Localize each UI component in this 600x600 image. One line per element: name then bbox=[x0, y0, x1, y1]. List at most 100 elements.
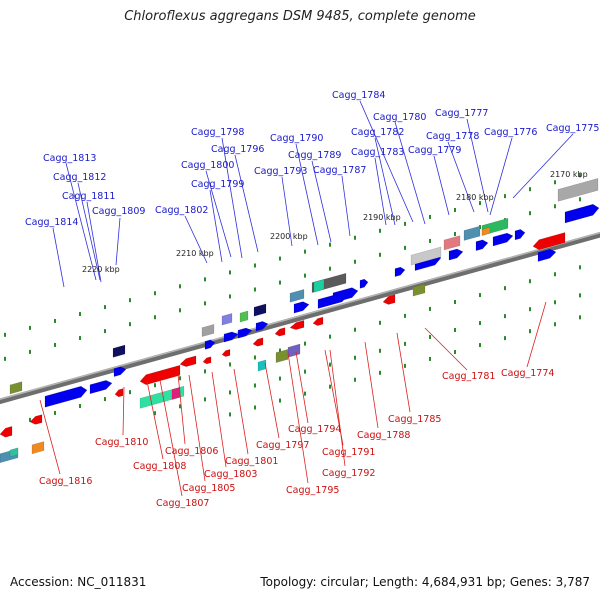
gene-label[interactable]: Cagg_1800 bbox=[181, 160, 234, 171]
reverse-gene-arrow bbox=[202, 356, 212, 365]
reverse-gene-arrow bbox=[289, 320, 305, 330]
gene-label[interactable]: Cagg_1776 bbox=[484, 127, 537, 138]
gene-label[interactable]: Cagg_1806 bbox=[165, 446, 218, 457]
gene-label[interactable]: Cagg_1788 bbox=[357, 430, 410, 441]
gene-label[interactable]: Cagg_1794 bbox=[288, 424, 341, 435]
leader-line bbox=[264, 362, 280, 439]
leader-line bbox=[433, 155, 450, 216]
gene-label[interactable]: Cagg_1805 bbox=[182, 483, 235, 494]
leader-line bbox=[311, 160, 332, 243]
gene-domain-block bbox=[171, 386, 181, 400]
gene-label[interactable]: Cagg_1803 bbox=[204, 469, 257, 480]
forward-gene-arrow bbox=[204, 339, 216, 350]
gene-label[interactable]: Cagg_1777 bbox=[435, 108, 488, 119]
gene-label[interactable]: Cagg_1798 bbox=[191, 127, 244, 138]
gene-domain-block bbox=[443, 235, 461, 251]
gene-label[interactable]: Cagg_1780 bbox=[373, 112, 426, 123]
gene-domain-block bbox=[257, 359, 267, 372]
scale-label-2170: 2170 kbp bbox=[550, 170, 588, 179]
reverse-gene-arrow bbox=[274, 327, 286, 337]
gene-label[interactable]: Cagg_1796 bbox=[211, 144, 264, 155]
leader-line bbox=[122, 386, 125, 436]
leader-line bbox=[512, 133, 574, 199]
gene-domain-block bbox=[412, 283, 426, 297]
gene-label[interactable]: Cagg_1799 bbox=[191, 179, 244, 190]
leader-line bbox=[341, 175, 351, 237]
gene-domain-block bbox=[31, 441, 45, 455]
gene-label[interactable]: Cagg_1795 bbox=[286, 485, 339, 496]
forward-gene-arrow bbox=[448, 248, 464, 261]
forward-gene-arrow bbox=[223, 331, 239, 343]
forward-gene-arrow bbox=[394, 266, 406, 277]
forward-gene-arrow bbox=[537, 248, 557, 262]
gene-label[interactable]: Cagg_1774 bbox=[501, 368, 554, 379]
leader-line bbox=[209, 189, 223, 263]
leader-line bbox=[146, 380, 164, 460]
gene-domain-block bbox=[463, 225, 481, 241]
gene-features bbox=[0, 178, 600, 463]
gene-domain-block bbox=[239, 310, 249, 323]
reverse-gene-arrow bbox=[312, 316, 324, 326]
leader-line bbox=[359, 100, 414, 223]
leader-line bbox=[184, 215, 208, 264]
reverse-gene-arrow bbox=[221, 349, 231, 357]
forward-gene-arrow bbox=[113, 366, 127, 377]
gene-label[interactable]: Cagg_1782 bbox=[351, 127, 404, 138]
gene-label[interactable]: Cagg_1812 bbox=[53, 172, 106, 183]
leader-line bbox=[424, 327, 468, 371]
gene-label[interactable]: Cagg_1802 bbox=[155, 205, 208, 216]
gene-label[interactable]: Cagg_1781 bbox=[442, 371, 495, 382]
leader-line bbox=[364, 341, 379, 429]
forward-gene-arrow bbox=[237, 327, 253, 339]
gene-label[interactable]: Cagg_1816 bbox=[39, 476, 92, 487]
leader-line bbox=[374, 157, 387, 226]
leader-line bbox=[39, 399, 61, 475]
reverse-gene-arrow bbox=[252, 337, 264, 347]
gene-label[interactable]: Cagg_1801 bbox=[225, 456, 278, 467]
gene-label[interactable]: Cagg_1793 bbox=[254, 166, 307, 177]
gene-label[interactable]: Cagg_1807 bbox=[156, 498, 209, 509]
gene-label[interactable]: Cagg_1792 bbox=[322, 468, 375, 479]
accession-text: Accession: NC_011831 bbox=[10, 575, 147, 589]
gene-label[interactable]: Cagg_1778 bbox=[426, 131, 479, 142]
gene-label[interactable]: Cagg_1775 bbox=[546, 123, 599, 134]
gene-label[interactable]: Cagg_1813 bbox=[43, 153, 96, 164]
gene-label[interactable]: Cagg_1789 bbox=[288, 150, 341, 161]
gene-domain-block bbox=[221, 313, 233, 326]
gene-label[interactable]: Cagg_1814 bbox=[25, 217, 78, 228]
leader-line bbox=[295, 351, 309, 424]
leader-line bbox=[159, 379, 183, 497]
leader-line bbox=[65, 162, 97, 281]
gene-label[interactable]: Cagg_1785 bbox=[388, 414, 441, 425]
gene-label[interactable]: Cagg_1779 bbox=[408, 145, 461, 156]
gene-label[interactable]: Cagg_1783 bbox=[351, 147, 404, 158]
genome-axis bbox=[0, 231, 600, 405]
leader-lines bbox=[39, 100, 574, 497]
leader-line bbox=[86, 201, 102, 283]
forward-gene-arrow bbox=[492, 232, 514, 247]
reverse-gene-arrow bbox=[532, 232, 566, 250]
gene-label[interactable]: Cagg_1811 bbox=[62, 191, 115, 202]
gene-domain-block bbox=[313, 279, 325, 293]
gene-label[interactable]: Cagg_1790 bbox=[270, 133, 323, 144]
gene-label[interactable]: Cagg_1809 bbox=[92, 206, 145, 217]
gene-label[interactable]: Cagg_1797 bbox=[256, 440, 309, 451]
scale-label-2200: 2200 kbp bbox=[270, 232, 308, 241]
gene-label[interactable]: Cagg_1810 bbox=[95, 437, 148, 448]
scale-label-2180: 2180 kbp bbox=[456, 193, 494, 202]
gene-domain-block bbox=[481, 226, 491, 236]
leader-line bbox=[329, 349, 346, 467]
reverse-gene-labels: Cagg_1774 Cagg_1781 Cagg_1785 Cagg_1794 … bbox=[39, 368, 554, 509]
gene-label[interactable]: Cagg_1787 bbox=[313, 165, 366, 176]
leader-line bbox=[396, 332, 411, 413]
leader-line bbox=[115, 217, 121, 266]
gene-domain-block bbox=[287, 343, 301, 358]
leader-line bbox=[221, 137, 243, 259]
leader-line bbox=[374, 137, 396, 226]
gene-label[interactable]: Cagg_1791 bbox=[322, 447, 375, 458]
reverse-gene-arrow bbox=[0, 426, 13, 438]
gene-label[interactable]: Cagg_1808 bbox=[133, 461, 186, 472]
reverse-gene-arrow bbox=[29, 414, 43, 425]
gene-domain-block bbox=[112, 344, 126, 358]
gene-label[interactable]: Cagg_1784 bbox=[332, 90, 385, 101]
